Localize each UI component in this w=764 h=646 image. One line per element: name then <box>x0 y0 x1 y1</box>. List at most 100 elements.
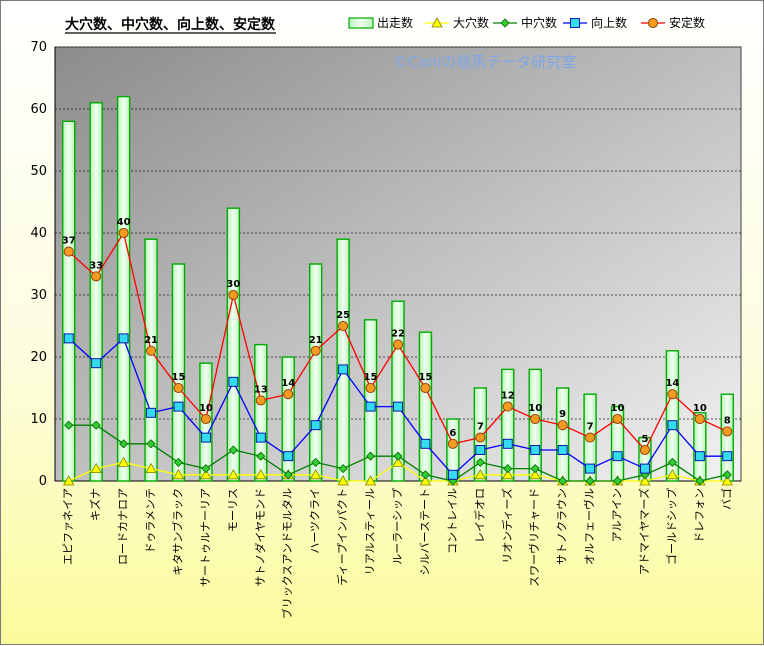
bar-出走数 <box>308 263 323 482</box>
data-label-安定数: 5 <box>641 434 648 445</box>
marker-安定数 <box>392 339 404 350</box>
marker-中穴数 <box>365 451 376 461</box>
marker-向上数 <box>393 401 403 412</box>
marker-大穴数 <box>117 456 130 467</box>
marker-向上数 <box>667 420 678 431</box>
marker-安定数 <box>118 227 129 239</box>
x-tick-label: モーリス <box>226 488 239 532</box>
bar-出走数 <box>89 102 103 482</box>
marker-安定数 <box>63 246 74 257</box>
marker-中穴数 <box>173 457 184 467</box>
x-tick-label: アドマイヤマーズ <box>637 488 651 575</box>
marker-大穴数 <box>502 468 514 480</box>
y-tick-label: 30 <box>30 288 47 303</box>
marker-中穴数 <box>201 464 211 474</box>
x-tick-label: エピファネイア <box>62 488 75 565</box>
marker-中穴数 <box>91 420 101 430</box>
bar-出走数 <box>418 331 433 482</box>
data-label-安定数: 33 <box>89 260 103 271</box>
bar-出走数 <box>116 95 131 482</box>
marker-安定数 <box>585 432 596 443</box>
marker-安定数 <box>283 389 294 400</box>
x-tick-label: キズナ <box>88 488 102 521</box>
marker-中穴数 <box>338 464 348 474</box>
marker-向上数 <box>447 469 458 480</box>
data-label-安定数: 6 <box>449 428 456 439</box>
data-label-安定数: 15 <box>172 372 186 383</box>
marker-中穴数 <box>393 451 403 461</box>
marker-安定数 <box>722 426 733 437</box>
y-tick-label: 20 <box>30 350 47 365</box>
bar-出走数 <box>336 238 350 482</box>
marker-安定数 <box>502 401 513 412</box>
x-tick-label: サトノダイヤモンド <box>253 488 267 587</box>
marker-中穴数 <box>667 457 677 467</box>
marker-中穴数 <box>722 470 732 480</box>
x-tick-label: スワーヴリチャード <box>527 488 541 587</box>
data-label-安定数: 13 <box>254 384 268 395</box>
x-tick-label: キタサンブラック <box>170 488 184 576</box>
marker-中穴数 <box>530 464 540 474</box>
marker-向上数 <box>585 463 596 474</box>
data-label-安定数: 22 <box>391 329 405 340</box>
marker-大穴数 <box>145 462 157 474</box>
legend-marker-向上数 <box>570 18 580 28</box>
marker-安定数 <box>310 345 321 356</box>
x-tick-label: ドレフォン <box>693 488 706 543</box>
legend-label-大穴数: 大穴数 <box>453 15 489 30</box>
data-label-安定数: 15 <box>418 372 432 383</box>
marker-向上数 <box>228 376 239 387</box>
y-tick-label: 50 <box>30 164 47 179</box>
marker-大穴数 <box>639 475 651 486</box>
marker-大穴数 <box>529 468 541 480</box>
marker-大穴数 <box>310 468 322 480</box>
marker-中穴数 <box>420 470 431 480</box>
marker-安定数 <box>420 382 431 394</box>
data-label-安定数: 14 <box>665 378 679 389</box>
x-tick-label: ブリックスアンドモルタル <box>280 488 294 619</box>
bar-出走数 <box>144 238 158 482</box>
marker-安定数 <box>338 320 349 332</box>
x-tick-label: ディープインパクト <box>335 488 349 586</box>
marker-向上数 <box>310 420 321 431</box>
marker-向上数 <box>694 451 705 462</box>
data-label-安定数: 37 <box>62 236 76 247</box>
data-label-安定数: 21 <box>309 335 323 346</box>
bar-出走数 <box>171 263 186 482</box>
y-tick-label: 60 <box>30 102 47 117</box>
data-label-安定数: 21 <box>144 335 158 346</box>
data-label-安定数: 7 <box>587 422 594 433</box>
marker-安定数 <box>694 413 705 425</box>
marker-大穴数 <box>63 475 75 486</box>
legend-label-出走数: 出走数 <box>377 15 413 30</box>
marker-大穴数 <box>337 475 349 486</box>
marker-大穴数 <box>90 462 102 474</box>
marker-大穴数 <box>200 468 212 480</box>
bar-出走数 <box>501 368 515 482</box>
data-label-安定数: 10 <box>528 403 542 414</box>
marker-中穴数 <box>119 439 129 449</box>
x-tick-label: サートゥルナーリア <box>199 488 212 587</box>
data-label-安定数: 15 <box>364 372 378 383</box>
marker-向上数 <box>255 432 266 443</box>
marker-大穴数 <box>474 468 486 480</box>
marker-中穴数 <box>585 476 595 486</box>
marker-安定数 <box>557 420 568 431</box>
legend-label-中穴数: 中穴数 <box>521 15 557 30</box>
marker-向上数 <box>173 401 184 412</box>
x-tick-label: サトノクラウン <box>556 488 569 565</box>
marker-安定数 <box>365 382 376 394</box>
marker-大穴数 <box>392 456 404 467</box>
data-label-安定数: 10 <box>693 403 707 414</box>
marker-安定数 <box>91 271 102 282</box>
marker-安定数 <box>228 289 239 301</box>
marker-大穴数 <box>172 468 185 480</box>
marker-向上数 <box>502 438 513 449</box>
marker-向上数 <box>365 401 376 412</box>
data-label-安定数: 9 <box>559 409 566 420</box>
marker-大穴数 <box>364 475 377 486</box>
marker-安定数 <box>475 432 486 443</box>
marker-大穴数 <box>255 468 267 480</box>
